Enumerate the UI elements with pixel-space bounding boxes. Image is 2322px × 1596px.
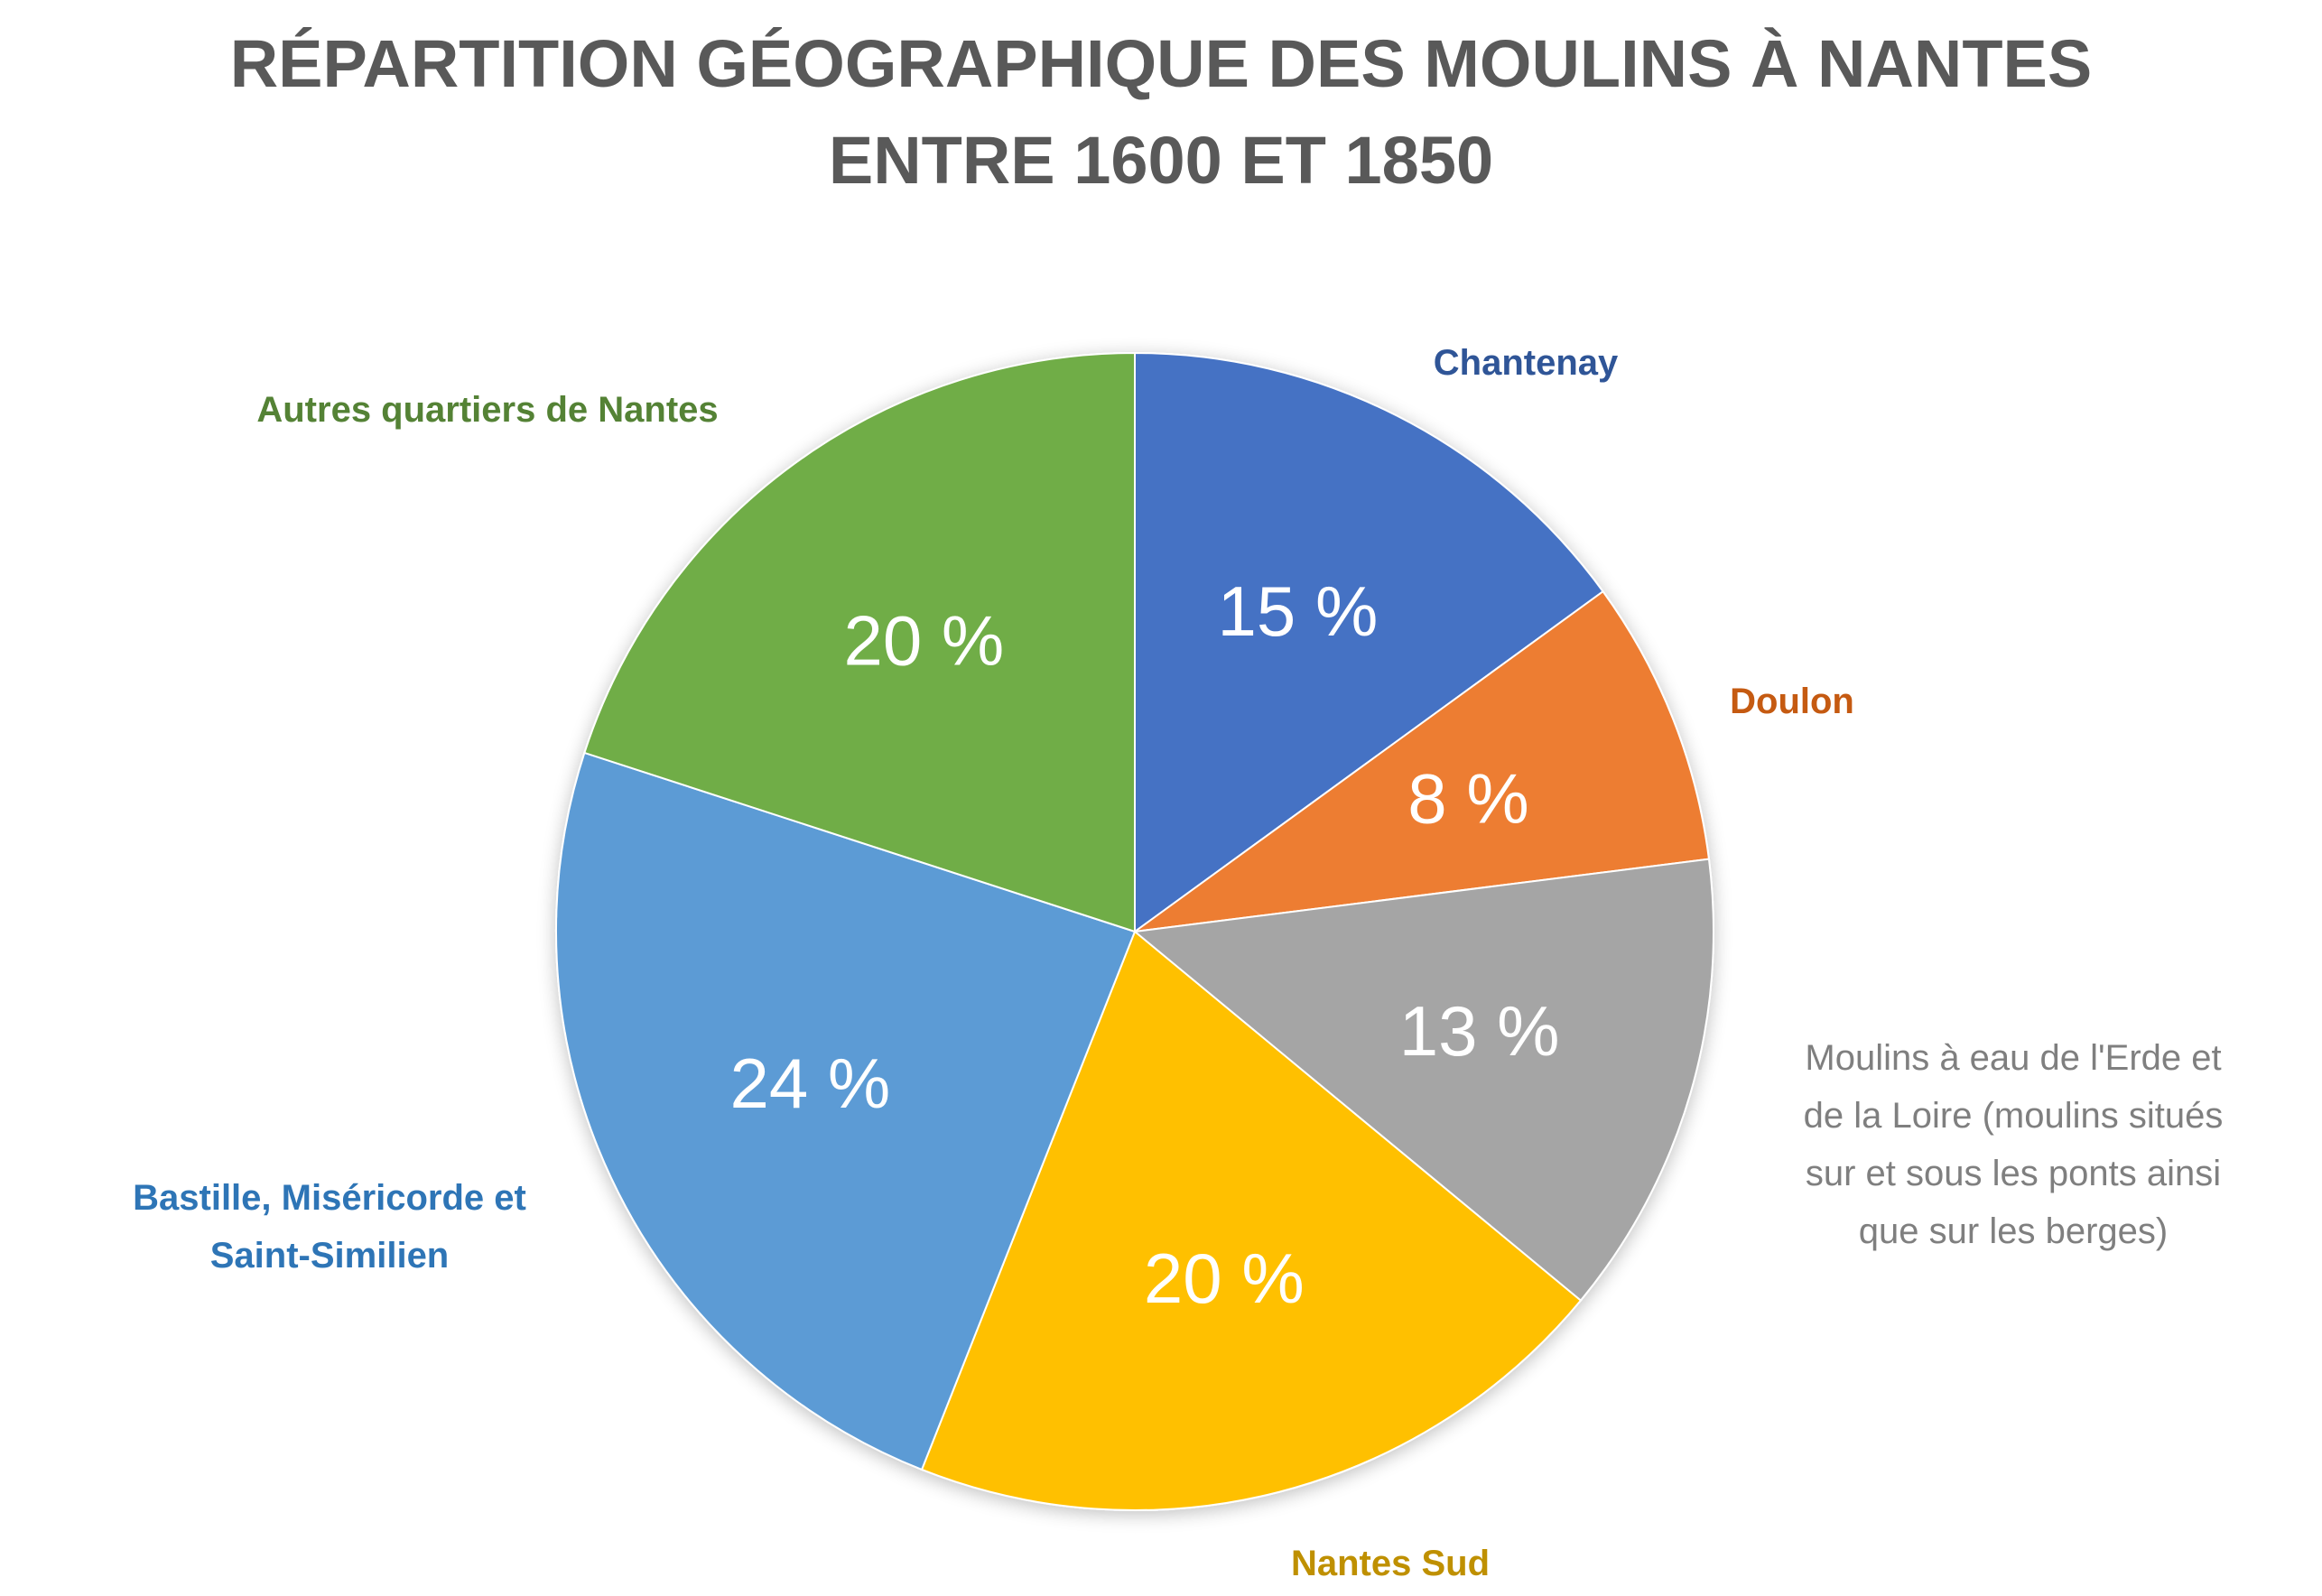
pie-slices	[555, 351, 1714, 1511]
label-moulins-line-2: de la Loire (moulins situés	[1803, 1096, 2224, 1136]
slice-moulins	[1132, 858, 1714, 1302]
slice-chantenay	[1134, 351, 1604, 933]
slice-bastille	[555, 751, 1137, 1471]
label-doulon: Doulon	[1730, 682, 1854, 721]
label-chantenay: Chantenay	[1433, 343, 1619, 383]
data-label-autres: 20 %	[844, 600, 1005, 680]
label-bastille-line-2: Saint-Similien	[209, 1236, 450, 1276]
label-moulins-line-1: Moulins à eau de l'Erde et	[1805, 1038, 2222, 1078]
slice-autres	[583, 351, 1136, 933]
label-moulins-line-4: que sur les berges)	[1858, 1211, 2169, 1251]
label-bastille: Bastille, Miséricorde et Saint-Similien	[54, 1169, 605, 1285]
data-label-bastille: 24 %	[730, 1044, 891, 1123]
data-label-moulins: 13 %	[1399, 991, 1560, 1071]
data-label-nantes-sud: 20 %	[1144, 1239, 1305, 1318]
chart-title-line-2: ENTRE 1600 ET 1850	[828, 123, 1494, 198]
label-nantes-sud: Nantes Sud	[1290, 1544, 1491, 1583]
slice-doulon	[1134, 589, 1711, 933]
slice-nantes-sud	[920, 930, 1583, 1511]
label-moulins: Moulins à eau de l'Erde et de la Loire (…	[1715, 1029, 2311, 1260]
label-autres: Autres quartiers de Nantes	[256, 390, 719, 430]
data-label-doulon: 8 %	[1407, 759, 1528, 839]
data-label-chantenay: 15 %	[1218, 571, 1379, 651]
label-bastille-line-1: Bastille, Miséricorde et	[133, 1178, 526, 1218]
pie-data-labels: 15 % 8 % 13 % 20 % 24 % 20 %	[730, 571, 1560, 1318]
label-moulins-line-3: sur et sous les ponts ainsi	[1805, 1154, 2222, 1193]
chart-title-line-1: RÉPARTITION GÉOGRAPHIQUE DES MOULINS À N…	[229, 26, 2093, 101]
